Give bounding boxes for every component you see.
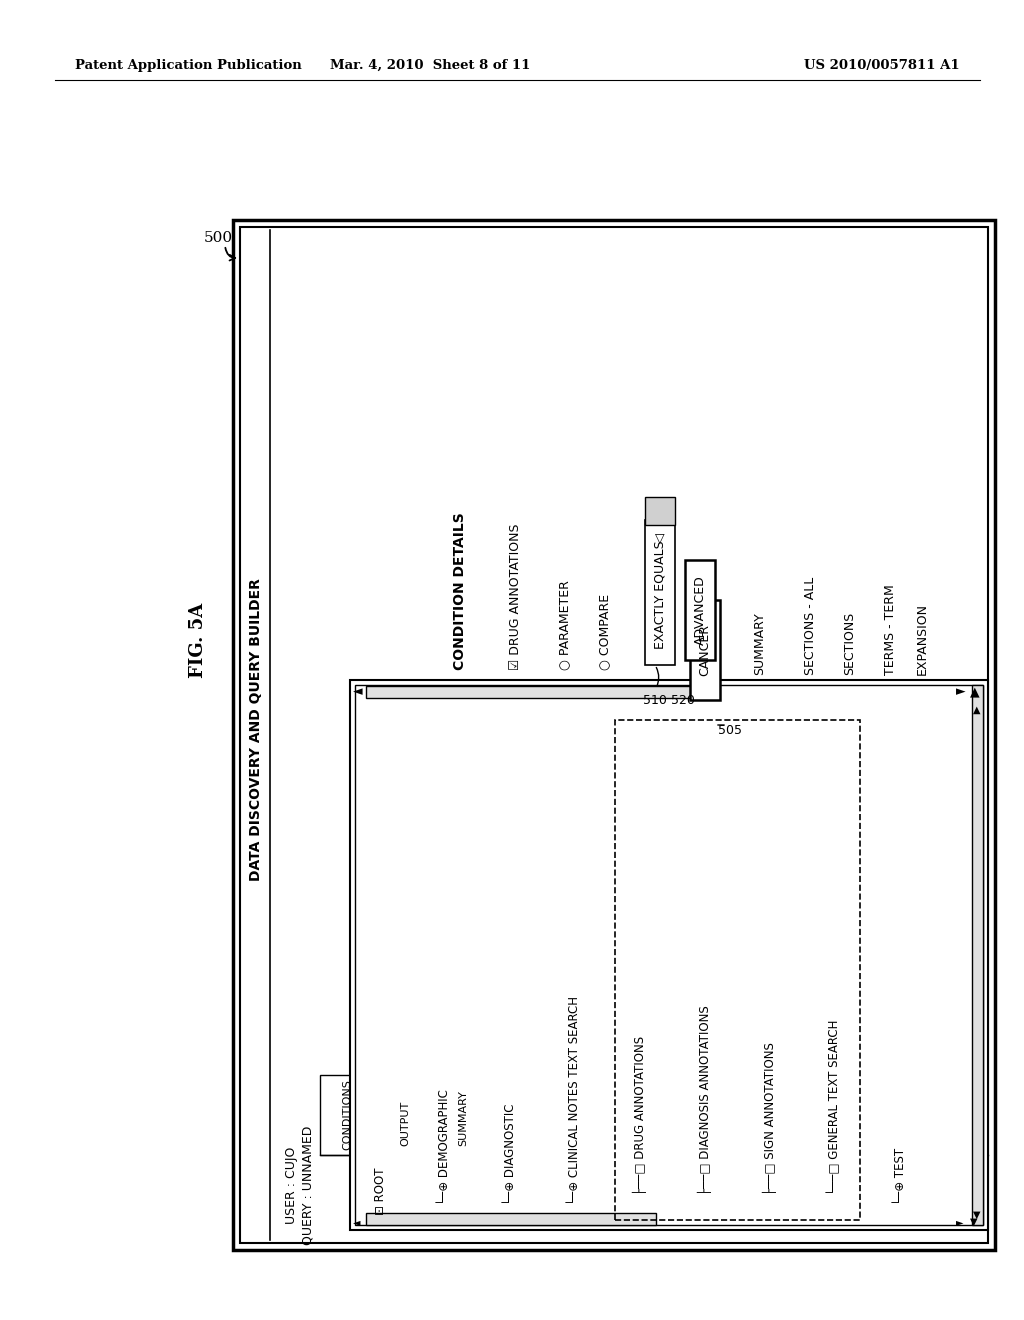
- Bar: [690, 601, 720, 700]
- Bar: [350, 680, 988, 1230]
- Text: ►: ►: [956, 1217, 964, 1228]
- Text: └─⊕ DEMOGRAPHIC: └─⊕ DEMOGRAPHIC: [438, 1089, 452, 1205]
- Bar: [645, 498, 675, 525]
- Text: ▼: ▼: [970, 1217, 978, 1228]
- Text: ▲: ▲: [970, 685, 980, 698]
- Text: ☑ DRUG ANNOTATIONS: ☑ DRUG ANNOTATIONS: [509, 524, 521, 671]
- Text: ▽: ▽: [655, 532, 665, 545]
- Text: 510: 510: [643, 693, 667, 706]
- Text: ◄: ◄: [353, 685, 362, 698]
- Bar: [436, 1080, 490, 1155]
- Text: ◄: ◄: [353, 1217, 360, 1228]
- Bar: [645, 520, 675, 665]
- Text: Patent Application Publication: Patent Application Publication: [75, 58, 302, 71]
- Text: 500: 500: [204, 231, 232, 246]
- Text: ▲: ▲: [973, 705, 981, 715]
- Bar: [378, 1090, 433, 1155]
- Text: SECTIONS: SECTIONS: [844, 611, 856, 675]
- Text: SECTIONS - ALL: SECTIONS - ALL: [804, 577, 816, 675]
- Text: FIG. 5A: FIG. 5A: [189, 602, 207, 677]
- Text: ├──□ DRUG ANNOTATIONS: ├──□ DRUG ANNOTATIONS: [633, 1036, 647, 1195]
- Bar: [685, 560, 715, 660]
- Text: ▼: ▼: [973, 1210, 981, 1220]
- Bar: [240, 227, 988, 1243]
- Bar: [233, 220, 995, 1250]
- Text: ADVANCED: ADVANCED: [693, 576, 707, 645]
- Text: USER : CUJO: USER : CUJO: [285, 1146, 298, 1224]
- Text: CONDITION DETAILS: CONDITION DETAILS: [453, 512, 467, 671]
- Bar: [615, 719, 860, 1220]
- Bar: [355, 685, 983, 1225]
- Text: └─⊕ TEST: └─⊕ TEST: [894, 1148, 906, 1205]
- Text: ○ COMPARE: ○ COMPARE: [598, 594, 611, 671]
- Text: └──□ GENERAL TEXT SEARCH: └──□ GENERAL TEXT SEARCH: [828, 1019, 842, 1195]
- Text: QUERY : UNNAMED: QUERY : UNNAMED: [301, 1126, 314, 1245]
- Bar: [972, 685, 983, 1225]
- Text: Mar. 4, 2010  Sheet 8 of 11: Mar. 4, 2010 Sheet 8 of 11: [330, 58, 530, 71]
- Bar: [366, 686, 696, 698]
- Bar: [319, 1074, 375, 1155]
- Text: TERMS - TERM: TERMS - TERM: [884, 585, 896, 675]
- Text: SUMMARY: SUMMARY: [459, 1090, 469, 1146]
- Text: ►: ►: [956, 685, 966, 698]
- Text: US 2010/0057811 A1: US 2010/0057811 A1: [805, 58, 961, 71]
- Text: └─⊕ DIAGNOSTIC: └─⊕ DIAGNOSTIC: [504, 1104, 516, 1205]
- Text: 505: 505: [718, 723, 742, 737]
- Text: ├──□ DIAGNOSIS ANNOTATIONS: ├──□ DIAGNOSIS ANNOTATIONS: [698, 1006, 712, 1195]
- Text: ○ PARAMETER: ○ PARAMETER: [558, 579, 571, 671]
- Text: EXPANSION: EXPANSION: [915, 603, 929, 675]
- Text: EXACTLY EQUALS: EXACTLY EQUALS: [653, 541, 667, 649]
- Text: ⊡ ROOT: ⊡ ROOT: [374, 1167, 386, 1214]
- Text: SUMMARY: SUMMARY: [754, 612, 767, 675]
- Text: 520: 520: [671, 693, 695, 706]
- Text: DATA DISCOVERY AND QUERY BUILDER: DATA DISCOVERY AND QUERY BUILDER: [249, 578, 263, 882]
- Text: ├──□ SIGN ANNOTATIONS: ├──□ SIGN ANNOTATIONS: [763, 1041, 777, 1195]
- Bar: [366, 1213, 656, 1225]
- Text: CANCER: CANCER: [698, 624, 712, 676]
- Text: OUTPUT: OUTPUT: [400, 1101, 411, 1146]
- Text: └─⊕ CLINICAL NOTES TEXT SEARCH: └─⊕ CLINICAL NOTES TEXT SEARCH: [568, 997, 582, 1205]
- Text: CONDITIONS: CONDITIONS: [342, 1080, 352, 1151]
